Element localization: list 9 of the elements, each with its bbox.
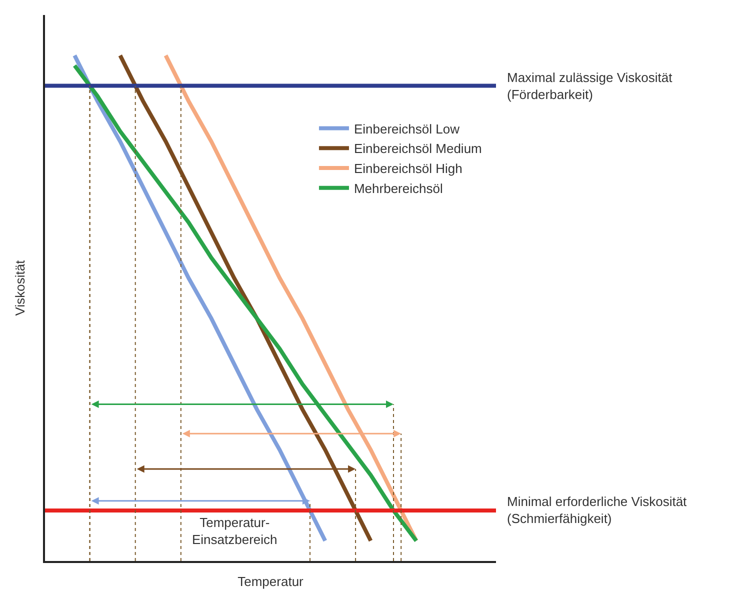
ref-line-label: Minimal erforderliche Viskosität (Schmierfähigkeit): [507, 494, 688, 526]
legend-label: Mehrbereichsöl: [354, 181, 443, 196]
legend-label: Einbereichsöl Low: [354, 121, 460, 136]
ref-line-label: Maximal zulässige Viskosität (Förderbarkeit): [507, 70, 673, 102]
y-axis-title: Viskosität: [12, 260, 28, 316]
legend-label: Einbereichsöl High: [354, 161, 462, 176]
x-axis-title: Temperatur: [238, 574, 304, 590]
legend-label: Einbereichsöl Medium: [354, 141, 482, 156]
annotation: Temperatur- Einsatzbereich: [192, 515, 278, 547]
